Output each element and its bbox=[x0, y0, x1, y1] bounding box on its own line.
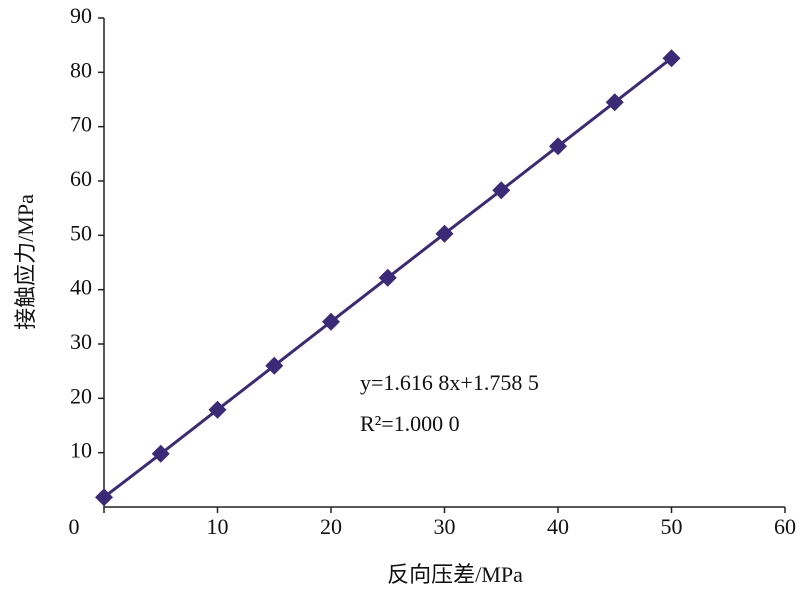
y-tick-label: 50 bbox=[70, 220, 92, 245]
y-tick-label: 80 bbox=[70, 57, 92, 82]
x-tick-label: 30 bbox=[434, 514, 456, 539]
y-tick-label: 20 bbox=[70, 383, 92, 408]
point bbox=[151, 444, 170, 463]
y-tick-label: 70 bbox=[70, 112, 92, 137]
x-tick-label: 40 bbox=[547, 514, 569, 539]
annotation: R²=1.000 0 bbox=[360, 411, 460, 436]
x-tick-label: 60 bbox=[774, 514, 796, 539]
annotation: y=1.616 8x+1.758 5 bbox=[360, 370, 539, 395]
point bbox=[322, 312, 340, 331]
point bbox=[208, 400, 227, 419]
point bbox=[605, 93, 624, 112]
point bbox=[662, 49, 681, 68]
point bbox=[265, 356, 284, 375]
x-tick-label: 10 bbox=[207, 514, 229, 539]
x-tick-label: 0 bbox=[69, 514, 80, 539]
point bbox=[95, 488, 113, 507]
point bbox=[549, 137, 567, 156]
x-tick-label: 20 bbox=[320, 514, 342, 539]
y-tick-label: 60 bbox=[70, 166, 92, 191]
y-tick-label: 10 bbox=[70, 438, 92, 463]
y-tick-label: 90 bbox=[70, 3, 92, 28]
y-tick-label: 40 bbox=[70, 275, 92, 300]
y-tick-label: 30 bbox=[70, 329, 92, 354]
point bbox=[378, 268, 397, 287]
x-tick-label: 50 bbox=[661, 514, 683, 539]
y-axis-title: 接触应力/MPa bbox=[13, 194, 38, 330]
point bbox=[492, 181, 511, 200]
point bbox=[435, 224, 454, 243]
x-axis-title: 反向压差/MPa bbox=[387, 562, 523, 587]
